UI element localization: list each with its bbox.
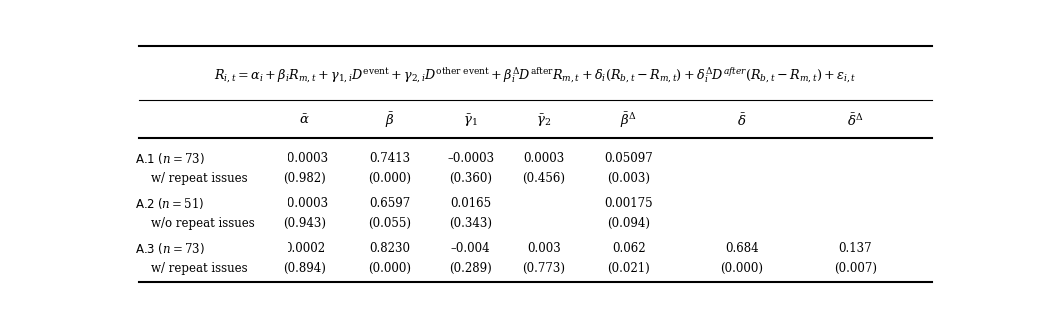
Text: 0.0002: 0.0002 bbox=[284, 243, 325, 255]
Text: $\bar{\gamma}_2$: $\bar{\gamma}_2$ bbox=[536, 112, 551, 129]
Text: (0.055): (0.055) bbox=[368, 217, 412, 230]
Text: $\bar{\beta}$: $\bar{\beta}$ bbox=[385, 111, 395, 130]
Text: –0.0003: –0.0003 bbox=[281, 197, 328, 210]
Text: 0.137: 0.137 bbox=[839, 243, 873, 255]
Text: A.2 ($n = 51$): A.2 ($n = 51$) bbox=[135, 196, 204, 211]
Text: (0.003): (0.003) bbox=[607, 172, 650, 185]
Text: 0.062: 0.062 bbox=[612, 243, 646, 255]
Text: 0.003: 0.003 bbox=[527, 243, 560, 255]
Text: (0.021): (0.021) bbox=[607, 262, 650, 275]
Text: (0.456): (0.456) bbox=[522, 172, 565, 185]
Text: 0.8230: 0.8230 bbox=[369, 243, 411, 255]
Text: A.2 (n = 51): A.2 (n = 51) bbox=[135, 197, 207, 210]
Text: A.1 (n = 73): A.1 (n = 73) bbox=[135, 152, 207, 165]
Text: (0.094): (0.094) bbox=[607, 217, 650, 230]
Text: $\bar{\alpha}$: $\bar{\alpha}$ bbox=[300, 114, 310, 127]
Text: $\bar{\gamma}_1$: $\bar{\gamma}_1$ bbox=[463, 112, 479, 129]
Text: 0.6597: 0.6597 bbox=[369, 197, 411, 210]
Text: w/o repeat issues: w/o repeat issues bbox=[150, 217, 255, 230]
Text: (0.000): (0.000) bbox=[368, 172, 412, 185]
Text: $\bar{\delta}^{\Delta}$: $\bar{\delta}^{\Delta}$ bbox=[847, 112, 863, 129]
Text: (0.982): (0.982) bbox=[283, 172, 326, 185]
Text: 0.0003: 0.0003 bbox=[524, 152, 564, 165]
Text: 0.00175: 0.00175 bbox=[604, 197, 653, 210]
Text: 0.0165: 0.0165 bbox=[450, 197, 491, 210]
Text: 0.684: 0.684 bbox=[725, 243, 759, 255]
Text: 0.7413: 0.7413 bbox=[369, 152, 411, 165]
Text: A.3 ($n = 73$): A.3 ($n = 73$) bbox=[135, 241, 205, 256]
Text: (0.343): (0.343) bbox=[449, 217, 492, 230]
Text: (0.360): (0.360) bbox=[449, 172, 492, 185]
Text: $\bar{\beta}^{\Delta}$: $\bar{\beta}^{\Delta}$ bbox=[621, 111, 637, 130]
Text: $\bar{\delta}$: $\bar{\delta}$ bbox=[738, 112, 747, 129]
Text: (0.894): (0.894) bbox=[283, 262, 326, 275]
Text: $R_{i,t} = \alpha_i + \beta_i R_{m,t} + \gamma_{1,i} D^{\rm event} + \gamma_{2,i: $R_{i,t} = \alpha_i + \beta_i R_{m,t} + … bbox=[214, 65, 857, 84]
Text: (0.007): (0.007) bbox=[834, 262, 877, 275]
Text: w/ repeat issues: w/ repeat issues bbox=[150, 172, 248, 185]
Text: A.1 ($n = 73$): A.1 ($n = 73$) bbox=[135, 151, 205, 166]
Text: (0.943): (0.943) bbox=[283, 217, 326, 230]
Text: –0.0003: –0.0003 bbox=[447, 152, 494, 165]
Text: (0.000): (0.000) bbox=[368, 262, 412, 275]
Text: 0.05097: 0.05097 bbox=[604, 152, 653, 165]
Text: –0.0003: –0.0003 bbox=[281, 152, 328, 165]
Text: (0.289): (0.289) bbox=[449, 262, 492, 275]
Text: A.3 (n = 73): A.3 (n = 73) bbox=[135, 243, 207, 255]
Text: (0.000): (0.000) bbox=[721, 262, 764, 275]
Text: (0.773): (0.773) bbox=[522, 262, 565, 275]
Text: w/ repeat issues: w/ repeat issues bbox=[150, 262, 248, 275]
Text: –0.004: –0.004 bbox=[451, 243, 490, 255]
